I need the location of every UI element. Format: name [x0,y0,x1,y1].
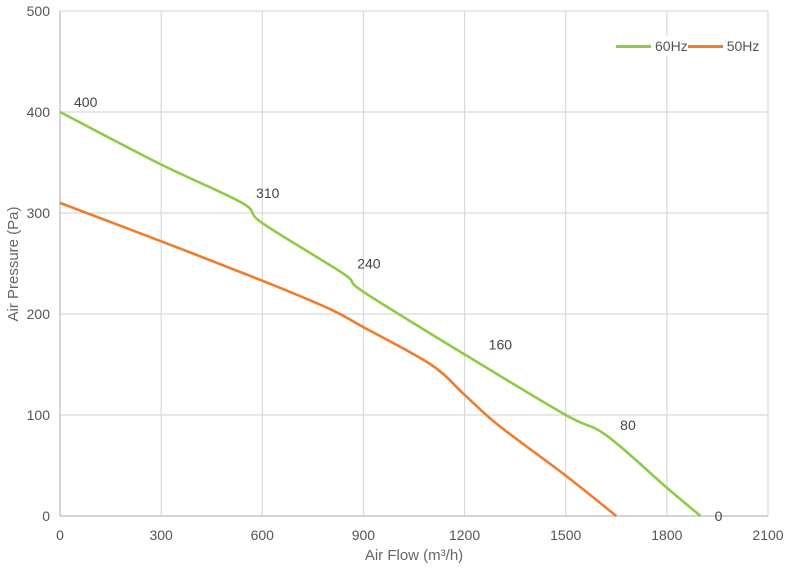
y-tick-label: 300 [27,205,51,221]
y-tick-label: 200 [27,306,51,322]
x-tick-label: 0 [56,527,64,543]
series-line-60hz [59,110,702,517]
legend-item-50hz: 50Hz [687,38,760,54]
data-labels: 400 310 240 160 80 0 [74,94,723,524]
y-tick-label: 0 [42,508,50,524]
legend-label: 60Hz [655,38,688,54]
legend-swatch-50hz [687,44,723,48]
series-line-50hz [59,201,618,518]
x-tick-label: 1200 [449,527,480,543]
x-tick-label: 300 [149,527,173,543]
legend-swatch-60hz [616,44,651,48]
legend-label: 50Hz [726,38,760,54]
x-tick-label: 900 [352,527,376,543]
legend-item-60hz: 60Hz [616,38,688,54]
x-tick-label: 600 [251,527,275,543]
y-tick-label: 100 [27,407,51,423]
y-tick-label: 500 [27,3,51,19]
data-label: 400 [74,94,98,110]
x-tick-label: 2100 [752,527,783,543]
data-label: 240 [357,256,381,272]
x-axis-title: Air Flow (m³/h) [365,547,463,564]
series-lines [59,110,702,518]
x-tick-label: 1500 [550,527,581,543]
legend: 60Hz 50Hz [616,36,760,56]
y-tick-label: 400 [27,104,51,120]
x-tick-label: 1800 [651,527,682,543]
axes: 0 300 600 900 1200 1500 1800 2100 0 100 200 300 400 5… [27,3,784,543]
y-axis-title: Air Pressure (Pa) [5,206,22,321]
gridlines [59,10,769,517]
data-label: 80 [620,417,636,433]
data-label: 160 [489,336,513,352]
data-label: 310 [256,185,280,201]
data-label: 0 [715,508,723,524]
